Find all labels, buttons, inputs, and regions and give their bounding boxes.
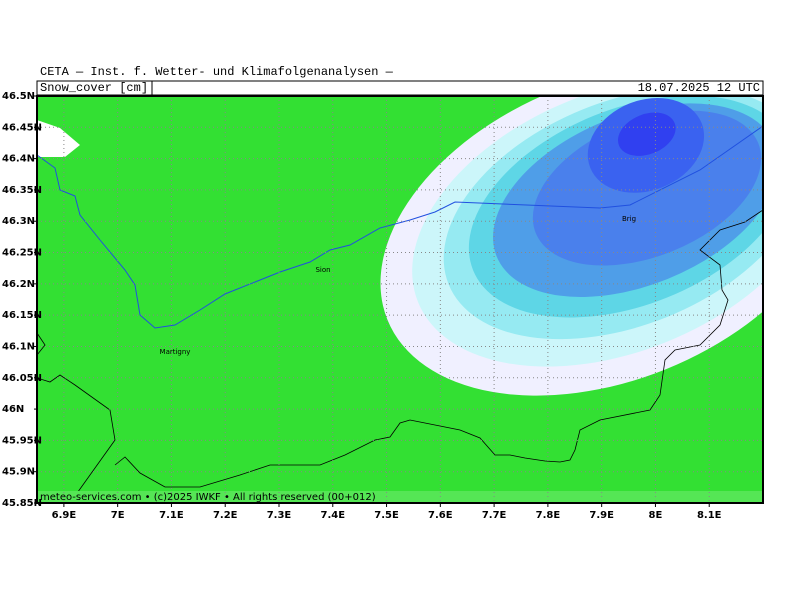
x-tick-label: 7.1E [159,510,184,521]
x-tick-label: 6.9E [52,510,77,521]
x-tick-label: 7E [111,510,125,521]
frame [36,95,764,504]
x-tick-label: 7.9E [589,510,614,521]
footer-text: meteo-services.com • (c)2025 IWKF • All … [40,492,376,503]
x-tick-label: 7.8E [536,510,561,521]
y-tick-label: 46.2N [2,279,35,290]
river [37,125,763,329]
y-tick-label: 46.15N [2,310,42,321]
x-tick-label: 7.2E [213,510,238,521]
y-tick-label: 45.95N [2,435,42,446]
y-tick-label: 46.45N [2,122,42,133]
y-tick-label: 46.05N [2,373,42,384]
x-tick-label: 7.3E [267,510,292,521]
snow-patch [37,120,80,157]
header-title: CETA — Inst. f. Wetter- und Klimafolgena… [40,65,394,79]
border [37,374,116,503]
x-tick-label: 7.7E [482,510,507,521]
x-tick-label: 7.6E [428,510,453,521]
valid-date: 18.07.2025 12 UTC [638,81,760,95]
grid [37,96,763,503]
border [114,209,763,488]
y-tick-label: 46.25N [2,248,42,259]
y-tick-label: 46.5N [2,91,35,102]
y-tick-label: 46.3N [2,216,35,227]
x-tick-label: 7.5E [374,510,399,521]
y-tick-label: 46.1N [2,341,35,352]
y-tick-label: 45.9N [2,467,35,478]
y-tick-label: 46N [2,404,24,415]
city-label: Martigny [160,348,191,356]
y-tick-label: 46.4N [2,154,35,165]
y-tick-label: 45.85N [2,498,42,509]
x-tick-label: 8E [649,510,663,521]
city-label: Brig [622,215,636,223]
city-label: Sion [315,266,330,274]
y-tick-label: 46.35N [2,185,42,196]
x-tick-label: 7.4E [321,510,346,521]
border [37,332,46,356]
field-name: Snow_cover [cm] [40,81,148,95]
x-tick-label: 8.1E [697,510,722,521]
footer-strip [37,491,763,503]
